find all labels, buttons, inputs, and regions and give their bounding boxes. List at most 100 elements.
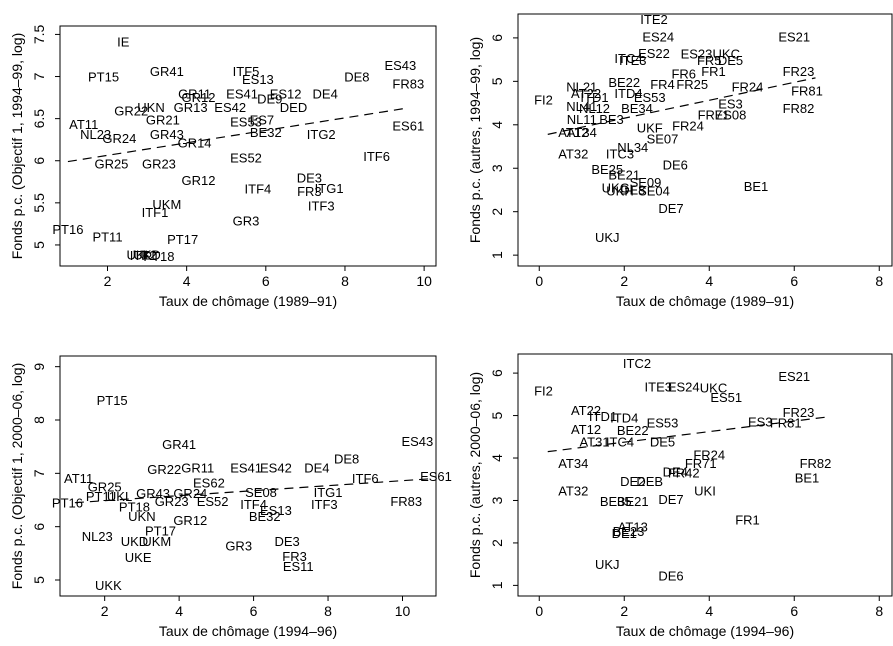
point-label: DE8 (334, 451, 359, 466)
x-tick-label: 4 (705, 273, 713, 289)
point-label: GR24 (102, 131, 136, 146)
point-label: PT11 (86, 489, 116, 504)
point-label: FR23 (783, 64, 815, 79)
point-label: BE21 (608, 167, 640, 182)
point-label: ITF1 (142, 205, 169, 220)
y-tick-label: 6 (31, 523, 47, 531)
point-label: FR83 (390, 494, 422, 509)
point-label: DE9 (257, 92, 282, 107)
point-label: PT11 (92, 230, 122, 245)
point-label: ES21 (778, 369, 810, 384)
point-label: FR24 (693, 447, 725, 462)
point-label: BE22 (608, 75, 640, 90)
point-label: NL21 (566, 79, 597, 94)
x-tick-label: 8 (875, 603, 883, 619)
point-label: ITG2 (307, 127, 336, 142)
point-label: AT22 (571, 86, 601, 101)
x-tick-label: 2 (620, 273, 628, 289)
point-label: NL41 (566, 99, 597, 114)
plot-frame (517, 13, 893, 267)
point-label: GR12 (182, 173, 216, 188)
point-label: ES52 (197, 494, 229, 509)
point-label: FR3 (282, 549, 307, 564)
point-label: DE4 (304, 461, 329, 476)
point-label: NL11 (567, 112, 597, 127)
y-tick-label: 6 (489, 369, 505, 377)
y-tick-label: 5 (489, 77, 505, 85)
plot-frame (59, 25, 437, 267)
chart-panel-3: 2 4 6 8 10 5 6 7 8 9 Taux de chômage (1994–96) Fond… (9, 355, 452, 639)
point-label: ITF2 (130, 248, 157, 263)
point-label: PT18 (143, 249, 174, 264)
y-tick-label: 4 (489, 121, 505, 129)
point-label: FR4 (650, 77, 675, 92)
point-label: GR21 (146, 113, 180, 128)
x-tick-label: 10 (416, 273, 432, 289)
point-label: BE23 (613, 524, 645, 539)
y-axis-label: Fonds p.c. (Objectif 1, 1994–99, log) (9, 33, 25, 259)
point-label: FR24 (672, 118, 704, 133)
point-label: ITF4 (240, 497, 267, 512)
y-tick-label: 5 (31, 576, 47, 584)
point-label: UKM (152, 197, 181, 212)
point-label: DE5 (650, 435, 675, 450)
point-label: AT13 (618, 520, 648, 535)
point-label: GR12 (173, 513, 207, 528)
y-tick-label: 3 (489, 164, 505, 172)
x-tick-label: 6 (790, 273, 798, 289)
point-label: DE6 (663, 158, 688, 173)
x-tick-label: 2 (620, 603, 628, 619)
y-axis-label: Fonds p.c. (autres, 2000–06, log) (467, 372, 483, 578)
point-label: FR83 (392, 76, 424, 91)
point-label: DE4 (313, 86, 338, 101)
point-label: FR82 (783, 101, 815, 116)
point-label: BE34 (621, 101, 653, 116)
point-label: ES41 (226, 86, 258, 101)
point-label: UKN (128, 509, 155, 524)
point-label: GR43 (150, 127, 184, 142)
point-label: BE1 (744, 179, 769, 194)
point-label: SE09 (630, 175, 662, 190)
point-label: ES12 (270, 86, 302, 101)
point-label: FR82 (800, 456, 832, 471)
point-label: ES61 (392, 118, 424, 133)
point-label: BE3 (599, 112, 624, 127)
point-label: FR71 (698, 108, 730, 123)
y-tick-label: 2 (489, 208, 505, 216)
x-tick-label: 6 (262, 273, 270, 289)
point-label: ITF6 (352, 471, 379, 486)
point-label: ES53 (634, 90, 666, 105)
point-label: FR5 (697, 53, 722, 68)
point-label: FR23 (783, 405, 815, 420)
point-label: ES62 (193, 475, 225, 490)
y-axis-label: Fonds p.c. (autres, 1994–99, log) (467, 37, 483, 243)
point-label: DE3 (274, 534, 299, 549)
point-label: ES13 (260, 503, 292, 518)
point-label: DEB (636, 474, 663, 489)
point-label: AT34 (567, 125, 597, 140)
y-tick-label: 3 (489, 496, 505, 504)
point-label: FR71 (685, 456, 717, 471)
point-label: GR11 (178, 86, 211, 101)
point-label: AT11 (69, 117, 98, 132)
point-label: FR6 (671, 66, 696, 81)
point-label: ES23 (681, 47, 713, 62)
point-label: FR25 (676, 77, 708, 92)
point-label: UKJ (595, 557, 620, 572)
point-label: DE5 (718, 53, 743, 68)
fit-line (547, 77, 816, 135)
point-label: GR22 (114, 103, 148, 118)
point-label: PT16 (52, 222, 83, 237)
y-tick-label: 4 (489, 454, 505, 462)
point-label: UKD (121, 534, 148, 549)
x-axis-label: Taux de chômage (1989–91) (159, 293, 337, 309)
point-label: ES24 (668, 379, 700, 394)
y-tick-label: 7 (31, 72, 47, 80)
point-label: AT12 (571, 422, 601, 437)
point-label: AT12 (558, 125, 588, 140)
point-label: GR3 (233, 214, 260, 229)
point-label: FR42 (668, 466, 700, 481)
point-label: SE07 (647, 131, 679, 146)
point-label: IE (117, 34, 130, 49)
